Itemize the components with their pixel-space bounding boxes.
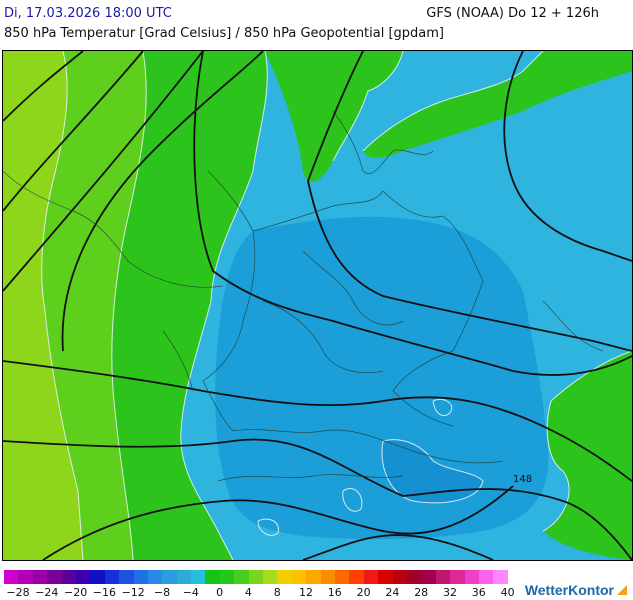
colorbar-tick-label: −8 [153, 586, 171, 599]
zone-baltic-green [363, 51, 632, 158]
temperature-colorbar [4, 570, 508, 584]
colorbar-swatch [464, 570, 479, 584]
colorbar-swatch [406, 570, 422, 584]
logo-triangle-icon [617, 585, 627, 595]
colorbar-swatch [18, 570, 33, 584]
colorbar-tick-label: 20 [356, 586, 371, 599]
colorbar-swatch [450, 570, 465, 584]
colorbar-swatch [435, 570, 451, 584]
map-svg: 148 [3, 51, 632, 560]
colorbar-tick-label: −20 [63, 586, 88, 599]
colorbar-swatch [119, 570, 134, 584]
colorbar-tick-label: 16 [327, 586, 342, 599]
colorbar-tick-label: −16 [92, 586, 116, 599]
colorbar-tick-label: 24 [385, 586, 400, 599]
colorbar-swatch [378, 570, 393, 584]
colorbar-swatch [47, 570, 62, 584]
colorbar-swatch [90, 570, 105, 584]
colorbar-tick-label: 36 [471, 586, 486, 599]
colorbar-swatch [147, 570, 163, 584]
contour-label: 148 [513, 474, 532, 485]
weather-map: 148 [2, 50, 633, 561]
colorbar-tick-label: −12 [121, 586, 145, 599]
colorbar-tick-label: −4 [182, 586, 199, 599]
colorbar-swatch [32, 570, 48, 584]
model-run-label: GFS (NOAA) Do 12 + 126h [426, 6, 599, 21]
zone-light-green [3, 51, 83, 560]
brand-name: WetterKontor [524, 582, 614, 598]
colorbar-swatch [478, 570, 494, 584]
colorbar-swatch [392, 570, 407, 584]
colorbar-tick-label: −28 [6, 586, 30, 599]
colorbar-swatch [248, 570, 264, 584]
colorbar-tick-label: 32 [443, 586, 457, 599]
colorbar-swatch [493, 570, 508, 584]
colorbar-swatch [219, 570, 235, 584]
zone-blue [215, 216, 549, 540]
colorbar-swatch [162, 570, 177, 584]
colorbar-tick-label: 4 [244, 586, 252, 599]
zone-alpine-blue [382, 439, 483, 503]
colorbar-swatch [61, 570, 76, 584]
colorbar-ticks: −28 −24 −20 −16 −12 −8 −4 0 4 8 12 16 20 24 28 32 36 40 [4, 586, 524, 600]
colorbar-swatch [176, 570, 192, 584]
colorbar-tick-label: 40 [500, 586, 515, 599]
map-subtitle: 850 hPa Temperatur [Grad Celsius] / 850 … [4, 26, 445, 41]
colorbar-tick-label: 28 [414, 586, 429, 599]
colorbar-swatch [191, 570, 206, 584]
forecast-datetime: Di, 17.03.2026 18:00 UTC [4, 6, 172, 21]
geopotential-contours [3, 51, 632, 560]
colorbar-tick-label: 12 [299, 586, 313, 599]
colorbar-swatch [4, 570, 19, 584]
colorbar-swatch [205, 570, 220, 584]
colorbar-swatch [75, 570, 91, 584]
colorbar-swatch [363, 570, 379, 584]
borders [3, 110, 604, 482]
colorbar-swatch [133, 570, 148, 584]
colorbar-swatch [234, 570, 249, 584]
isotherms [41, 51, 632, 560]
colorbar-swatch [320, 570, 335, 584]
colorbar-swatch [263, 570, 278, 584]
colorbar-swatch [306, 570, 321, 584]
colorbar-tick-label: −24 [35, 586, 59, 599]
colorbar-swatch [277, 570, 292, 584]
colorbar-swatch [349, 570, 364, 584]
colorbar-swatch [421, 570, 436, 584]
colorbar-tick-label: 8 [273, 586, 281, 599]
colorbar-swatch [104, 570, 120, 584]
colorbar-tick-label: 0 [216, 586, 224, 599]
colorbar-swatch [334, 570, 350, 584]
colorbar-swatch [291, 570, 307, 584]
wetterkontor-logo: WetterKontor [525, 582, 627, 598]
